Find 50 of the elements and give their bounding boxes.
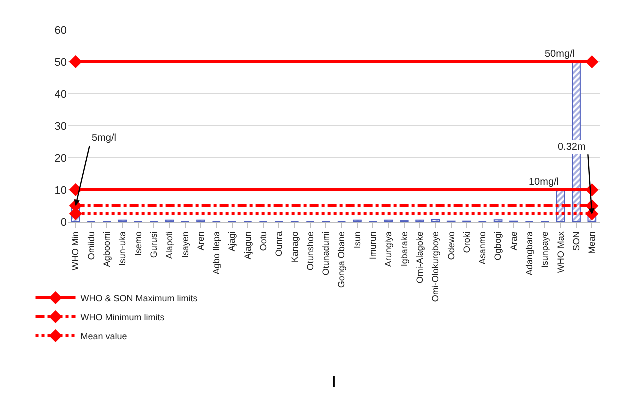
x-tick-label: Imurun xyxy=(368,232,378,260)
x-tick-label: Isun xyxy=(352,232,362,249)
legend-label: WHO & SON Maximum limits xyxy=(80,293,198,304)
x-tick-label: Agboomi xyxy=(102,232,112,268)
x-tick-label: Adangbara xyxy=(524,232,535,276)
x-tick-label: Odewo xyxy=(446,232,456,260)
legend-label: WHO Minimum limits xyxy=(80,312,166,322)
x-tick-label: Otunshoe xyxy=(305,232,316,271)
x-tick-label: Omi-Olokurgboye xyxy=(430,232,441,302)
x-tick-label: WHO Min xyxy=(70,232,81,271)
x-tick-label: Mean xyxy=(587,232,598,254)
x-tick-label: SON xyxy=(571,232,582,252)
x-tick-label: Isemo xyxy=(133,232,144,256)
x-tick-label: Ajagun xyxy=(242,232,253,260)
annotation: 0.32m xyxy=(558,142,586,153)
x-tick-label: Aren xyxy=(196,232,206,251)
x-tick-label: Ogbogi xyxy=(493,232,504,261)
y-tick-label: 60 xyxy=(54,24,67,37)
y-tick-label: 10 xyxy=(54,184,67,197)
y-tick-label: 30 xyxy=(54,120,67,133)
y-tick-label: 20 xyxy=(54,152,67,165)
x-tick-label: Asanmo xyxy=(478,232,488,265)
x-tick-label: Ajagi xyxy=(227,232,238,252)
y-tick-label: 0 xyxy=(60,216,67,229)
y-tick-label: 50 xyxy=(54,56,67,69)
x-tick-label: Agbo Ilepa xyxy=(212,232,222,275)
x-tick-label: Oroki xyxy=(462,232,472,254)
x-tick-label: Isunpaye xyxy=(540,232,550,268)
x-tick-label: Gonga Obane xyxy=(336,232,347,288)
text: I xyxy=(332,374,336,391)
x-tick-label: Ootu xyxy=(258,232,269,252)
x-tick-label: Ounra xyxy=(274,232,284,257)
x-tick-label: Omiidu xyxy=(86,232,96,260)
x-tick-label: Gurusi xyxy=(148,232,159,258)
x-tick-label: Otunadumi xyxy=(321,232,332,276)
x-tick-label: Omi-Alagoke xyxy=(414,232,425,284)
annotation: 10mg/l xyxy=(529,177,560,188)
x-tick-label: WHO Max xyxy=(556,231,566,274)
y-tick-label: 40 xyxy=(54,88,67,101)
x-tick-label: Isun-uka xyxy=(118,232,128,266)
x-tick-label: Alapoti xyxy=(164,232,175,260)
x-tick-label: Igbarake xyxy=(399,232,410,267)
annotation: 50mg/l xyxy=(545,49,576,60)
bar xyxy=(431,219,440,222)
x-tick-label: Kanago xyxy=(290,232,300,263)
x-tick-label: Arungiya xyxy=(384,232,394,268)
x-tick-label: Arae xyxy=(508,232,519,251)
annotation: 5mg/l xyxy=(92,133,116,144)
x-tick-label: Isayen xyxy=(180,232,190,258)
legend-label: Mean value xyxy=(80,331,128,342)
